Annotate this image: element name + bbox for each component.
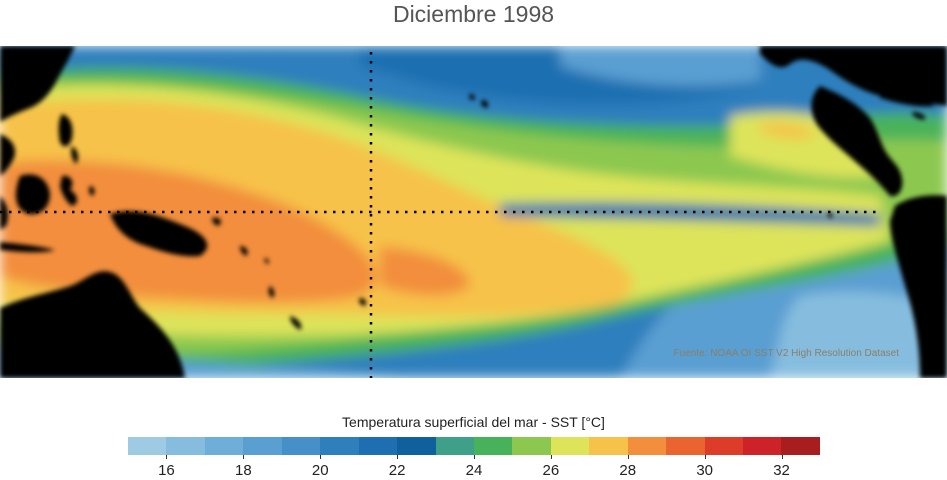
land-hawaii-big bbox=[481, 100, 489, 108]
colorbar-swatch bbox=[781, 437, 820, 455]
colorbar-swatch bbox=[320, 437, 359, 455]
colorbar-tick-label: 32 bbox=[773, 462, 790, 479]
land-new-guinea bbox=[110, 211, 208, 257]
land-south-america bbox=[890, 195, 947, 378]
colorbar-swatch bbox=[243, 437, 282, 455]
sea-caribbean-warm bbox=[760, 123, 815, 139]
colorbar-swatch bbox=[358, 437, 398, 455]
colorbar-tick-label: 18 bbox=[234, 462, 252, 479]
colorbar-tick-mark bbox=[781, 455, 783, 459]
colorbar-swatch bbox=[666, 437, 705, 455]
land-fiji bbox=[359, 298, 367, 306]
colorbar-tick-label: 20 bbox=[311, 462, 329, 479]
colorbar-swatch bbox=[704, 437, 743, 455]
land-borneo bbox=[15, 174, 50, 215]
colorbar-swatch bbox=[473, 437, 513, 455]
land-hawaii bbox=[469, 94, 475, 100]
land-asia bbox=[0, 46, 75, 122]
sea-southeast-colder bbox=[770, 291, 947, 378]
map-title: Diciembre 1998 bbox=[392, 1, 555, 27]
colorbar-swatch bbox=[512, 437, 551, 455]
land-indochina bbox=[0, 134, 16, 176]
colorbar-tick-mark bbox=[550, 455, 552, 459]
colorbar-swatch bbox=[743, 437, 782, 455]
land-philippines-south bbox=[71, 146, 79, 164]
land-sumatra bbox=[0, 196, 8, 230]
land-australia bbox=[0, 271, 185, 378]
sst-map-canvas bbox=[0, 46, 947, 378]
colorbar-tick-label: 22 bbox=[388, 462, 406, 479]
sst-map bbox=[0, 46, 947, 378]
colorbar-tick-label: 24 bbox=[465, 462, 483, 479]
land-cuba bbox=[880, 94, 935, 107]
colorbar-swatch bbox=[627, 437, 667, 455]
land-philippines bbox=[58, 114, 73, 147]
land-central-america bbox=[811, 86, 903, 197]
land-java bbox=[0, 242, 55, 253]
colorbar-label: Temperatura superficial del mar - SST [°… bbox=[342, 414, 605, 430]
colorbar-tick-label: 28 bbox=[619, 462, 637, 479]
colorbar-swatch bbox=[550, 437, 590, 455]
land-galapagos bbox=[827, 212, 833, 218]
sea-warm-patch bbox=[380, 246, 470, 296]
sst-field bbox=[0, 46, 947, 378]
colorbar-swatch bbox=[128, 437, 167, 455]
land-new-caledonia bbox=[290, 316, 302, 330]
colorbar-tick-mark bbox=[320, 455, 322, 459]
colorbar-tick-label: 26 bbox=[542, 462, 560, 479]
colorbar-ticks: 16 18 20 22 24 26 28 30 32 bbox=[128, 455, 820, 480]
colorbar-tick-mark bbox=[704, 455, 706, 459]
colorbar-tick-mark bbox=[397, 455, 399, 459]
colorbar-swatch bbox=[166, 437, 205, 455]
colorbar-tick-mark bbox=[166, 455, 168, 459]
colorbar-swatch bbox=[589, 437, 628, 455]
land-north-america bbox=[760, 46, 947, 106]
land-solomon-east bbox=[264, 258, 269, 264]
land-halmahera bbox=[88, 186, 95, 196]
land-vanuatu bbox=[268, 286, 275, 298]
colorbar-swatch bbox=[281, 437, 321, 455]
land bbox=[0, 46, 947, 378]
colorbar-tick-mark bbox=[627, 455, 629, 459]
colorbar-swatch bbox=[204, 437, 244, 455]
colorbar-swatch bbox=[435, 437, 474, 455]
land-sulawesi bbox=[60, 175, 78, 206]
colorbar-swatch bbox=[397, 437, 436, 455]
colorbar bbox=[128, 437, 820, 455]
source-credit: Fuente: NOAA OI SST V2 High Resolution D… bbox=[673, 348, 899, 359]
land-bismarck bbox=[212, 217, 221, 226]
colorbar-tick-mark bbox=[243, 455, 245, 459]
colorbar-tick-label: 16 bbox=[158, 462, 175, 479]
land-hispaniola bbox=[912, 112, 926, 120]
sea-north-colder bbox=[560, 46, 760, 86]
colorbar-tick-label: 30 bbox=[696, 462, 713, 479]
sea-north-edge bbox=[0, 46, 360, 68]
land-solomon bbox=[240, 246, 248, 256]
colorbar-tick-mark bbox=[474, 455, 475, 459]
sea-cold-tongue bbox=[500, 202, 880, 226]
